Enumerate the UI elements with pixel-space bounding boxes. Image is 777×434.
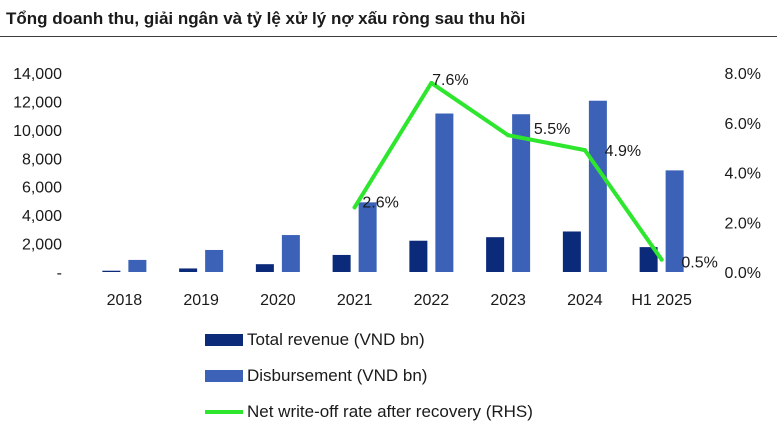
bar-disbursement	[281, 235, 300, 272]
y-left-tick-label: 10,000	[13, 123, 62, 140]
title-divider	[0, 36, 777, 37]
x-tick-label: 2021	[337, 292, 373, 309]
bar-disbursement	[358, 202, 377, 272]
y-right-tick-label: 6.0%	[725, 116, 761, 133]
bar-disbursement	[205, 249, 224, 272]
bar-disbursement	[665, 170, 684, 272]
legend-swatch-revenue	[205, 334, 243, 346]
y-right-tick-label: 0.0%	[725, 265, 761, 282]
line-data-label: 5.5%	[534, 121, 570, 138]
line-data-label: 0.5%	[681, 255, 717, 272]
bar-disbursement	[512, 114, 531, 272]
line-writeoff-rate	[352, 80, 664, 262]
legend-label-writeoff: Net write-off rate after recovery (RHS)	[247, 402, 533, 421]
y-right-tick-label: 4.0%	[725, 166, 761, 183]
line-point-writeoff	[429, 80, 434, 85]
x-tick-label: 2020	[260, 292, 296, 309]
x-tick-label: 2019	[183, 292, 219, 309]
line-point-writeoff	[506, 133, 511, 138]
y-left-tick-label: 8,000	[22, 151, 62, 168]
line-point-writeoff	[659, 257, 664, 262]
chart-title: Tổng doanh thu, giải ngân và tỷ lệ xử lý…	[6, 9, 526, 28]
bar-revenue	[332, 254, 351, 272]
line-data-label: 2.6%	[362, 194, 398, 211]
x-tick-label: 2023	[490, 292, 526, 309]
line-point-writeoff	[582, 148, 587, 153]
bar-revenue	[179, 268, 198, 272]
x-tick-label: H1 2025	[631, 292, 692, 309]
bar-revenue	[409, 240, 428, 272]
bar-disbursement	[128, 259, 147, 272]
bar-revenue	[639, 247, 658, 272]
y-left-tick-label: 6,000	[22, 180, 62, 197]
legend-label-revenue: Total revenue (VND bn)	[247, 330, 425, 349]
y-right-tick-label: 2.0%	[725, 215, 761, 232]
x-tick-label: 2018	[107, 292, 143, 309]
line-data-label: 4.9%	[605, 143, 641, 160]
bar-disbursement	[588, 100, 607, 272]
y-left-tick-label: -	[57, 265, 62, 282]
bar-revenue	[255, 264, 274, 272]
y-left-tick-label: 2,000	[22, 237, 62, 254]
bar-revenue	[102, 270, 121, 272]
bar-revenue	[562, 231, 581, 272]
y-right-tick-label: 8.0%	[725, 66, 761, 83]
legend-swatch-disbursement	[205, 370, 243, 382]
bar-disbursement	[435, 113, 454, 272]
y-left-tick-label: 12,000	[13, 94, 62, 111]
legend-swatch-writeoff	[205, 410, 243, 414]
legend-label-disbursement: Disbursement (VND bn)	[247, 366, 428, 385]
line-point-writeoff	[352, 205, 357, 210]
y-left-tick-label: 4,000	[22, 208, 62, 225]
bar-revenue	[486, 237, 505, 272]
line-data-label: 7.6%	[432, 72, 468, 89]
y-left-tick-label: 14,000	[13, 66, 62, 83]
x-tick-label: 2024	[567, 292, 603, 309]
x-tick-label: 2022	[414, 292, 450, 309]
